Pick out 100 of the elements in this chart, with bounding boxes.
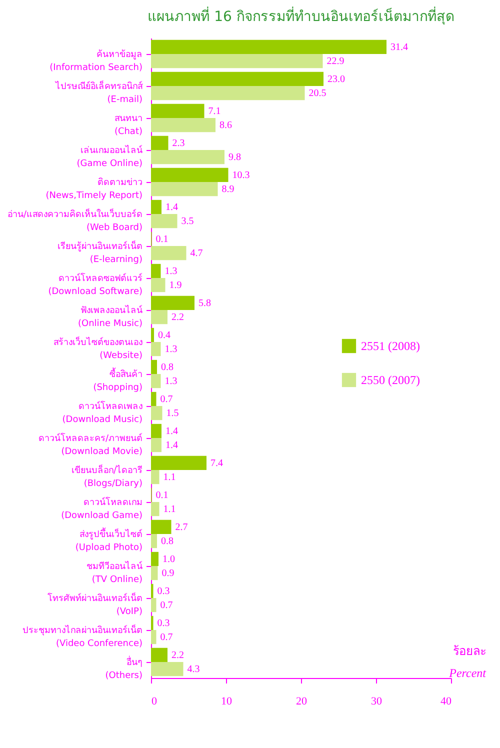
data-label: 0.4 [158, 330, 170, 341]
chart-title: แผนภาพที่ 16 กิจกรรมที่ทำบนอินเทอร์เน็ตมากที่สุด [148, 7, 454, 25]
data-label: 22.9 [326, 56, 344, 68]
data-label: 1.9 [169, 280, 182, 292]
data-label: 0.3 [157, 618, 170, 629]
y-tick-label: ดาวน์โหลดเกม (Download Game) [61, 496, 142, 521]
bar [151, 406, 162, 420]
bar [151, 54, 323, 68]
bar [151, 86, 305, 100]
data-label: 0.3 [157, 586, 170, 597]
data-label: 1.1 [163, 472, 176, 484]
y-tick-label: ดาวน์โหลดซอฟต์แวร์ (Download Software) [48, 272, 142, 297]
data-label: 0.1 [156, 234, 168, 245]
data-label: 23.0 [328, 74, 345, 85]
bar [151, 470, 160, 484]
data-label: 7.4 [210, 458, 223, 469]
y-tick-label: สร้างเว็บไซต์ของตนเอง (Website) [54, 335, 142, 361]
bar [151, 630, 156, 644]
legend-label: 2551 (2008) [361, 339, 420, 353]
y-tick-label: ฟังเพลงออนไลน์ (Online Music) [78, 304, 142, 329]
bar [151, 648, 168, 662]
data-label: 1.3 [164, 376, 178, 388]
data-label: 31.4 [390, 42, 408, 53]
bar [151, 552, 158, 566]
data-label: 2.2 [172, 312, 184, 324]
y-tick-label: ชมทีวีออนไลน์ (TV Online) [86, 560, 142, 585]
data-label: 1.4 [166, 426, 178, 437]
bar [151, 168, 228, 182]
x-tick-label: 40 [440, 696, 452, 708]
x-tick-label: 20 [296, 696, 308, 708]
data-label: 1.5 [166, 408, 179, 420]
data-label: 7.1 [208, 106, 221, 117]
bar [151, 598, 156, 612]
data-label: 9.8 [228, 152, 241, 164]
bar [151, 662, 184, 676]
bar [151, 150, 224, 164]
bar [151, 360, 157, 374]
data-label: 2.2 [172, 650, 184, 661]
y-tick-label: ส่งรูปขึ้นเว็บไซต์ (Upload Photo) [75, 527, 142, 553]
bar [151, 534, 157, 548]
data-label: 1.4 [166, 202, 178, 213]
bar [151, 342, 161, 356]
data-label: 0.7 [160, 632, 173, 644]
y-tick-label: เล่นเกมออนไลน์ (Game Online) [76, 144, 142, 169]
bar [151, 310, 168, 324]
y-tick-label: ไปรษณีย์อิเล็คทรอนิกส์ (E-mail) [54, 79, 144, 105]
bar [151, 456, 206, 470]
data-label: 20.5 [308, 88, 326, 100]
bar [151, 502, 160, 516]
data-label: 0.8 [161, 536, 174, 548]
bar [151, 136, 168, 150]
legend-label: 2550 (2007) [361, 373, 420, 387]
x-tick-label: 30 [371, 696, 382, 708]
data-label: 3.5 [181, 216, 194, 228]
data-label: 1.4 [166, 440, 178, 452]
data-label: 0.1 [156, 490, 168, 501]
bar [151, 392, 156, 406]
data-label: 1.1 [163, 504, 176, 516]
x-tick-label: 10 [221, 696, 232, 708]
data-label: 0.9 [162, 568, 174, 580]
bar [151, 374, 161, 388]
y-tick-label: ค้นหาข้อมูล (Information Search) [50, 49, 142, 73]
bar [151, 214, 178, 228]
data-label: 5.8 [198, 298, 211, 309]
data-label: 4.7 [190, 248, 203, 260]
text: ร้อยละ [452, 643, 486, 660]
y-tick-label: ดาวน์โหลดละคร/ภาพยนต์ (Download Movie) [38, 432, 142, 457]
y-tick-label: อ่าน/แสดงความคิดเห็นในเว็บบอร์ด (Web Board) [7, 207, 142, 233]
bar [151, 264, 161, 278]
data-label: 2.7 [175, 522, 188, 533]
bar [151, 438, 162, 452]
bar [151, 40, 386, 54]
y-tick-label: โทรศัพท์ผ่านอินเทอร์เน็ต (VoIP) [48, 591, 142, 617]
y-tick-label: เขียนบล็อก/ไดอารี (Blogs/Diary) [71, 463, 142, 489]
bar [151, 72, 324, 86]
bar [151, 566, 158, 580]
data-label: 2.3 [172, 138, 185, 149]
y-tick-label: ซื้อสินค้า (Shopping) [93, 367, 142, 393]
bar [151, 118, 216, 132]
bar [151, 296, 194, 310]
bar [151, 246, 186, 260]
annotation: Percent [449, 665, 486, 682]
y-tick-label: ประชุมทางไกลผ่านอินเทอร์เน็ต (Video Conference) [22, 623, 142, 649]
data-label: 4.3 [187, 664, 200, 676]
bar [151, 520, 172, 534]
bar [151, 200, 162, 214]
data-label: 1.3 [164, 344, 178, 356]
data-label: 0.8 [161, 362, 174, 373]
bar [151, 328, 154, 342]
data-label: 1.0 [162, 554, 175, 565]
y-tick-label: เรียนรู้ผ่านอินเทอร์เน็ต (E-learning) [58, 239, 142, 265]
bar [151, 424, 162, 438]
x-tick-label: 0 [152, 696, 158, 708]
bar [151, 182, 218, 196]
y-tick-label: ติดตามข่าว (News,Timely Report) [46, 177, 142, 201]
data-label: 8.9 [222, 184, 234, 196]
data-label: 10.3 [232, 170, 250, 181]
bar [151, 104, 204, 118]
data-label: 0.7 [160, 394, 173, 405]
y-tick-label: อื่นๆ (Others) [105, 655, 142, 681]
